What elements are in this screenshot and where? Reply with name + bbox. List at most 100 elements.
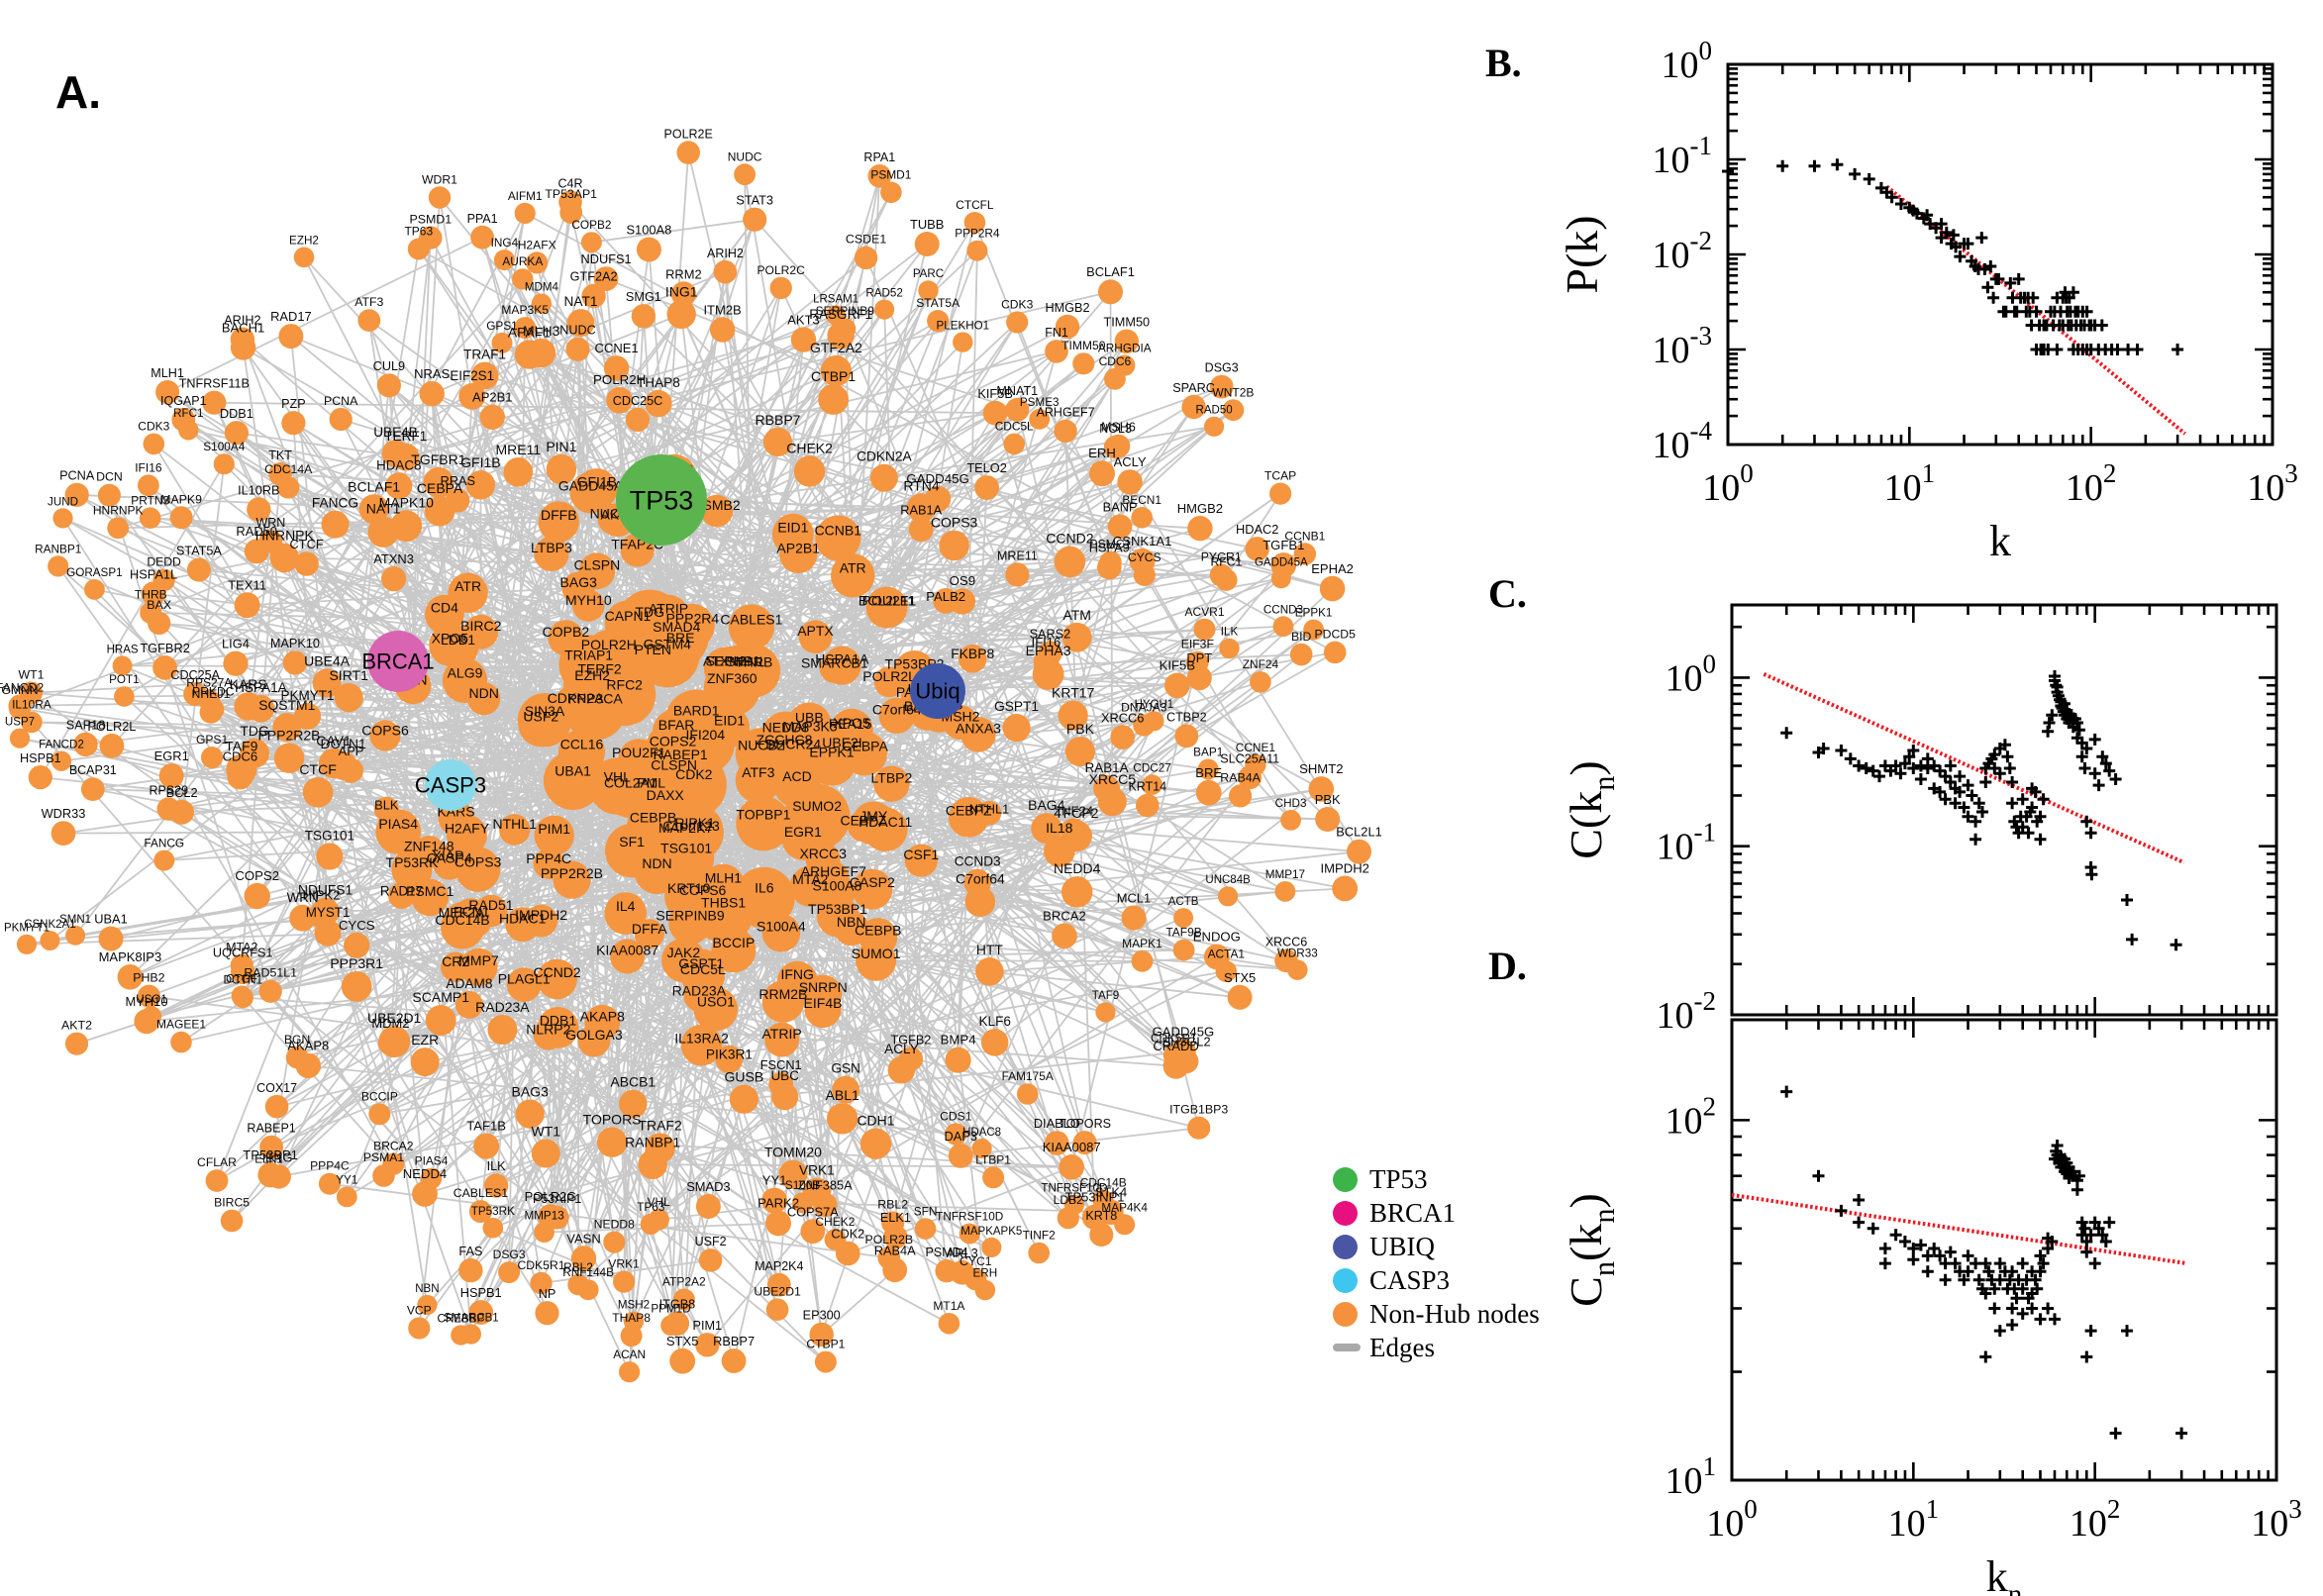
network-node	[1303, 619, 1324, 641]
network-node	[1204, 416, 1225, 437]
network-node	[779, 535, 818, 574]
network-node-label: GOLGA3	[565, 1027, 623, 1043]
network-node-label: DFFB	[541, 507, 577, 523]
network-node-label: RAD50	[236, 524, 277, 539]
network-node-label: GPS1	[486, 319, 517, 333]
network-edge	[973, 222, 1112, 563]
network-node	[1028, 1242, 1050, 1264]
network-edge	[1046, 677, 1200, 830]
network-node-label: STX5	[666, 1334, 699, 1348]
network-node	[945, 1047, 971, 1073]
network-node	[924, 485, 952, 513]
network-node	[619, 1361, 641, 1383]
network-node	[700, 494, 734, 528]
legend-item-tp53: TP53	[1333, 1162, 1540, 1196]
network-node	[1319, 575, 1346, 602]
network-node-label: DFFA	[632, 921, 667, 937]
network-node-label: ACTA1	[1208, 947, 1246, 960]
network-edge	[700, 560, 1071, 1047]
network-node	[1072, 1131, 1097, 1155]
network-node-label: IL18	[1046, 820, 1072, 836]
network-node	[318, 1172, 341, 1195]
network-node-label: TCAP	[1264, 469, 1296, 483]
network-node-label: LTBP2	[871, 769, 913, 785]
network-node-label: PALB2	[926, 589, 965, 604]
network-node	[1172, 939, 1195, 961]
network-node-label: PIN1	[546, 439, 576, 454]
network-node	[865, 586, 908, 629]
network-node	[789, 713, 831, 753]
network-node-label: CTGF	[226, 971, 257, 985]
network-node	[765, 1210, 791, 1237]
network-node	[1031, 813, 1062, 845]
network-node-label: CHD3	[1275, 797, 1307, 810]
network-edge	[832, 398, 1156, 722]
network-node	[1058, 700, 1088, 731]
network-node-label: PSMC1	[1089, 538, 1131, 551]
network-node-label: ALG9	[448, 665, 483, 681]
network-node-label: NDN	[642, 855, 671, 871]
network-node	[570, 1246, 597, 1271]
network-node-label: BFAR	[658, 717, 695, 733]
y-axis-title: Cn(kn)	[1561, 1193, 1621, 1307]
network-node	[904, 844, 938, 877]
network-node	[908, 517, 934, 543]
network-node	[873, 765, 910, 802]
network-node	[425, 1005, 456, 1036]
network-node	[625, 407, 651, 432]
network-node	[201, 747, 224, 769]
network-node	[155, 380, 180, 404]
network-node	[1005, 397, 1030, 422]
network-node-label: RBL2	[877, 1198, 908, 1212]
network-node	[887, 1055, 916, 1084]
network-node	[1044, 836, 1075, 867]
network-node-label: EZH2	[574, 667, 610, 683]
network-node-label: PBK	[1066, 721, 1095, 737]
network-node-label: EIF2S1	[450, 368, 494, 383]
network-node-label: WDR1	[422, 172, 457, 186]
network-edge	[632, 607, 888, 1105]
network-node	[1117, 469, 1143, 495]
network-node-label: CDK5R1	[1151, 1031, 1197, 1045]
network-node-label: HRAS	[107, 644, 139, 655]
network-node-label: STAT3	[736, 194, 773, 208]
network-node	[506, 967, 542, 1002]
network-node-label: CDC14B	[1080, 1176, 1127, 1190]
network-node	[499, 814, 531, 846]
network-node-label: AKAP8	[580, 1008, 625, 1024]
network-node-label: NOL3	[1099, 422, 1132, 436]
network-node-label: HSPA9	[1089, 541, 1130, 555]
network-node-label: SF1	[619, 834, 645, 849]
network-node	[381, 440, 410, 467]
network-node-label: CTBP2	[1166, 711, 1207, 725]
network-node-label: AKT3	[787, 312, 820, 327]
network-edge	[528, 353, 939, 692]
network-node-label: MAPK8IP3	[99, 949, 162, 964]
network-node	[1131, 949, 1154, 972]
network-node-label: TP53BP1	[243, 1147, 298, 1162]
network-node	[483, 1173, 509, 1198]
network-node-label: CTCF	[299, 761, 336, 777]
network-node-label: VCP	[407, 1303, 432, 1317]
network-node	[259, 1135, 283, 1159]
network-node-label: HDAC8	[376, 457, 421, 472]
network-node-label: XRCC6	[1265, 936, 1307, 949]
network-node-label: HSPB1	[20, 751, 61, 765]
network-node-label: MCL1	[1117, 891, 1151, 906]
network-node	[580, 232, 602, 253]
panel-c-label: C.	[1488, 571, 1527, 616]
network-node	[980, 1029, 1009, 1056]
network-node	[16, 934, 38, 954]
network-node	[503, 457, 534, 487]
network-node	[854, 246, 878, 270]
network-node	[856, 940, 897, 981]
network-node	[743, 207, 767, 232]
network-node	[316, 843, 344, 870]
plot-frame	[1726, 62, 2274, 447]
tick-label: 10-1	[1657, 818, 1717, 868]
network-node	[1063, 1194, 1084, 1215]
network-node	[873, 666, 905, 698]
network-node-label: IFNG	[780, 966, 813, 982]
network-node	[773, 760, 821, 808]
